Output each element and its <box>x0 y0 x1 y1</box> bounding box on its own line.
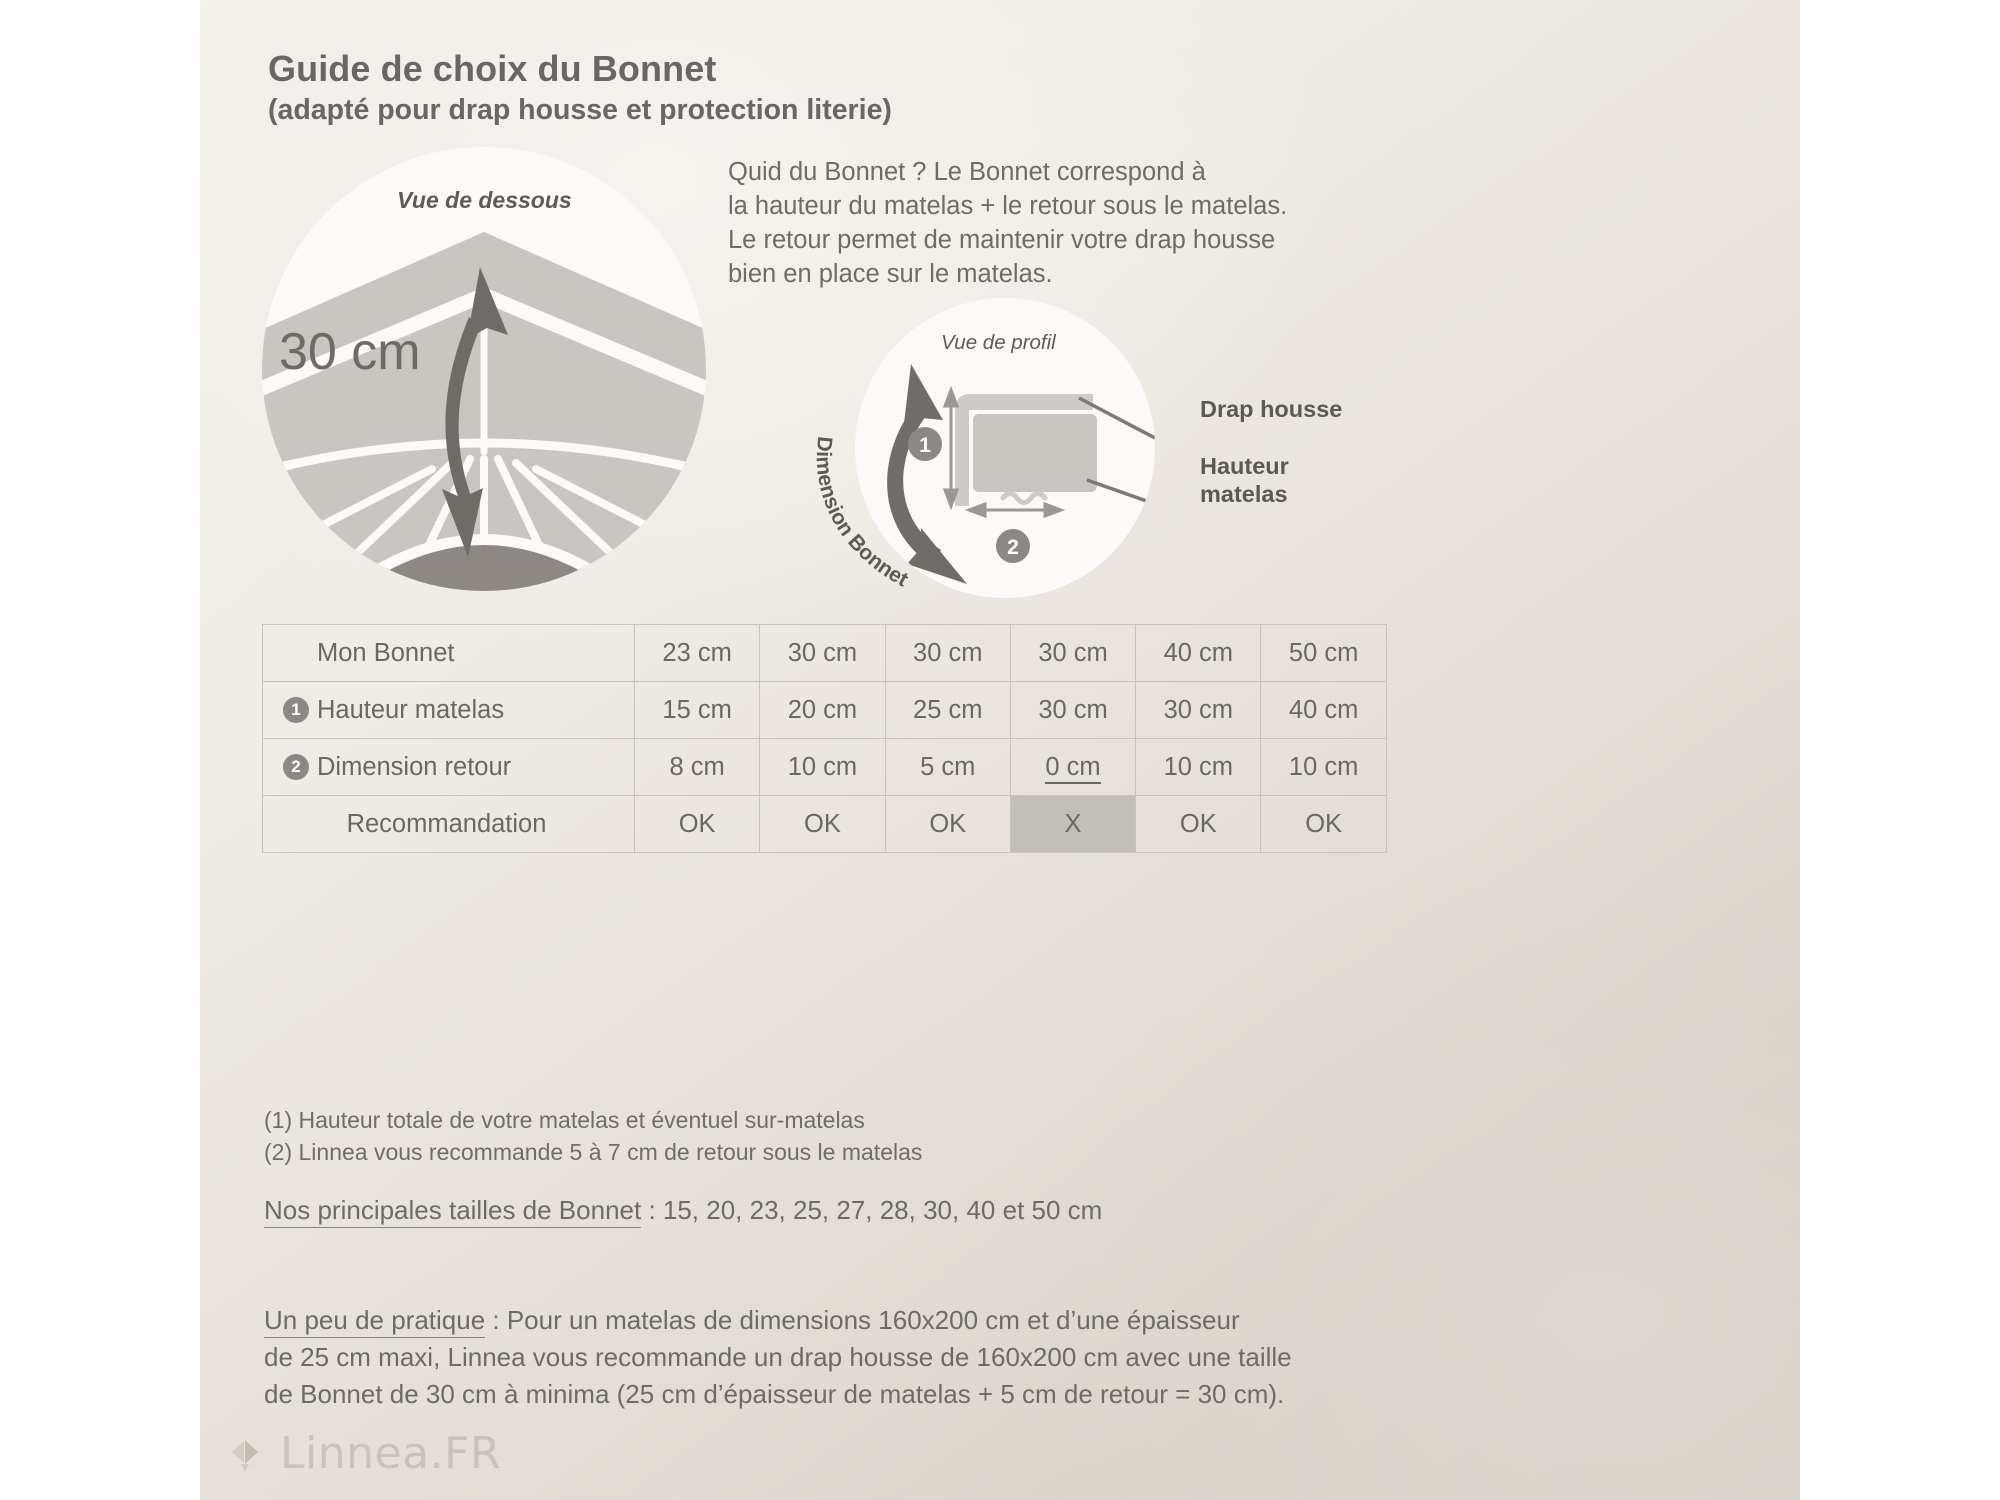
badge-1-icon: 1 <box>283 697 309 723</box>
svg-text:2: 2 <box>1007 536 1019 559</box>
table-cell: 30 cm <box>884 624 1011 682</box>
bottom-view-caption: Vue de dessous <box>397 187 572 213</box>
callout-hauteur-matelas: Hauteur matelas <box>1200 453 1289 508</box>
table-cell: 30 cm <box>1009 624 1137 682</box>
table-cell: OK <box>884 795 1011 853</box>
table-cell: OK <box>1135 795 1262 853</box>
table-cell: 25 cm <box>884 681 1011 739</box>
practice-text: : Pour un matelas de dimensions 160x200 … <box>264 1304 1292 1409</box>
table-row: 1 Hauteur matelas 15 cm 20 cm 25 cm 30 c… <box>262 681 1387 739</box>
table-row-header-dimension-retour: 2 Dimension retour <box>262 738 635 796</box>
table-cell: 30 cm <box>1009 681 1137 739</box>
table-row: 2 Dimension retour 8 cm 10 cm 5 cm 0 cm … <box>262 738 1387 796</box>
table-cell: OK <box>759 795 886 853</box>
linnea-diamond-icon <box>232 1439 258 1472</box>
badge-2: 2 <box>996 529 1030 563</box>
profile-view-caption: Vue de profil <box>941 331 1056 354</box>
bottom-view-measure-label: 30 cm <box>279 323 421 381</box>
badge-1: 1 <box>908 427 942 461</box>
table-cell: 10 cm <box>1260 738 1387 796</box>
row-label-text: Hauteur matelas <box>317 695 505 724</box>
footnotes: (1) Hauteur totale de votre matelas et é… <box>264 1107 923 1165</box>
diagram-profile-view: 1 2 Vue de profil <box>855 298 1155 598</box>
bonnet-table-wrapper: Mon Bonnet 23 cm 30 cm 30 cm 30 cm 40 cm… <box>262 624 1387 853</box>
table-cell: 15 cm <box>633 681 761 739</box>
height-arrow <box>442 267 508 557</box>
table-row-header-hauteur-matelas: 1 Hauteur matelas <box>262 681 635 739</box>
page-subtitle: (adapté pour drap housse et protection l… <box>268 93 892 126</box>
callout-drap-housse: Drap housse <box>1200 396 1343 422</box>
table-row: Mon Bonnet 23 cm 30 cm 30 cm 30 cm 40 cm… <box>262 624 1387 682</box>
svg-text:1: 1 <box>919 434 931 457</box>
badge-2-icon: 2 <box>283 754 309 780</box>
table-cell: 30 cm <box>759 624 886 682</box>
mattress-corner-illustration <box>262 232 706 591</box>
table-cell: 20 cm <box>759 681 886 739</box>
sizes-line: Nos principales tailles de Bonnet : 15, … <box>264 1195 1103 1228</box>
table-cell: 40 cm <box>1260 681 1387 739</box>
logo-text: Linnea.FR <box>280 1428 501 1479</box>
page-margin-right <box>1800 0 2000 1500</box>
intro-paragraph: Quid du Bonnet ? Le Bonnet correspond à … <box>728 158 1288 288</box>
sizes-line-label: Nos principales tailles de Bonnet <box>264 1195 642 1228</box>
diagram-bottom-view: Vue de dessous 30 cm <box>262 147 706 591</box>
profile-illustration <box>887 364 1155 584</box>
bonnet-table: Mon Bonnet 23 cm 30 cm 30 cm 30 cm 40 cm… <box>262 624 1387 853</box>
table-cell: 40 cm <box>1135 624 1262 682</box>
table-row-header-recommandation: Recommandation <box>262 795 635 853</box>
dimension-bonnet-arrow <box>887 364 967 584</box>
table-cell-text: 0 cm <box>1045 752 1101 784</box>
row-label-text: Dimension retour <box>317 752 512 781</box>
table-cell: OK <box>1260 795 1387 853</box>
table-cell-highlighted-retour: 0 cm <box>1009 738 1137 796</box>
table-cell: 30 cm <box>1135 681 1262 739</box>
practice-block: Un peu de pratique : Pour un matelas de … <box>264 1265 1292 1413</box>
linnea-logo[interactable]: Linnea.FR <box>228 1428 501 1479</box>
table-cell: 50 cm <box>1260 624 1387 682</box>
header: Guide de choix du Bonnet (adapté pour dr… <box>268 50 892 126</box>
table-cell-recommendation-x: X <box>1009 795 1137 853</box>
table-cell: 10 cm <box>1135 738 1262 796</box>
table-row-header-mon-bonnet: Mon Bonnet <box>262 624 635 682</box>
table-cell: 8 cm <box>633 738 761 796</box>
practice-label: Un peu de pratique <box>264 1304 486 1338</box>
infographic-canvas: Guide de choix du Bonnet (adapté pour dr… <box>200 0 1800 1500</box>
page-title: Guide de choix du Bonnet <box>268 48 717 89</box>
table-cell: OK <box>633 795 761 853</box>
table-cell: 23 cm <box>633 624 761 682</box>
table-cell: 5 cm <box>884 738 1011 796</box>
table-cell: 10 cm <box>759 738 886 796</box>
sizes-line-values: : 15, 20, 23, 25, 27, 28, 30, 40 et 50 c… <box>641 1195 1103 1225</box>
table-row: Recommandation OK OK OK X OK OK <box>262 795 1387 853</box>
page-margin-left <box>0 0 200 1500</box>
